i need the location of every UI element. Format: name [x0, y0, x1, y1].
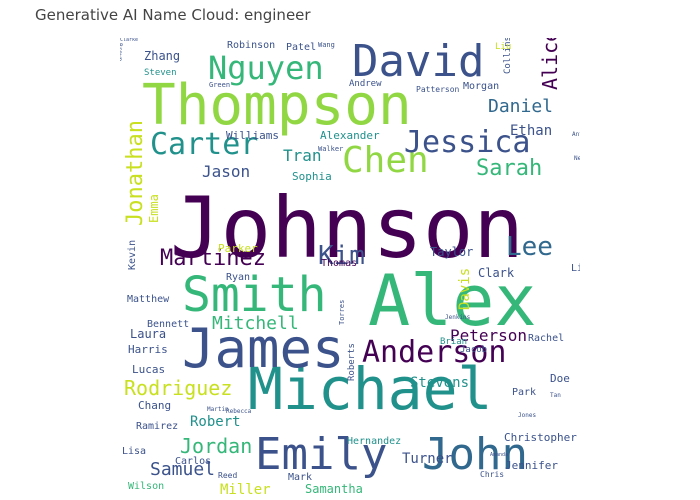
cloud-word: Thomas — [321, 258, 358, 269]
cloud-word: Liu — [495, 42, 512, 52]
cloud-word: Chen — [342, 140, 429, 181]
cloud-word: Matthew — [127, 294, 170, 305]
cloud-word: James — [182, 317, 345, 380]
cloud-word: Samantha — [305, 482, 363, 496]
cloud-word: Michael — [248, 355, 493, 423]
cloud-word: Chris — [480, 470, 505, 479]
cloud-word: Williams — [226, 129, 279, 142]
cloud-word: Jacob — [460, 345, 488, 355]
cloud-word: Christopher — [504, 431, 577, 444]
cloud-word: Kim — [318, 241, 365, 271]
cloud-word: Emily — [255, 429, 388, 480]
cloud-word: Jessica — [404, 125, 531, 160]
cloud-word: John — [422, 429, 528, 480]
cloud-word: Carlos — [175, 456, 212, 467]
cloud-word: Thompson — [142, 73, 412, 138]
cloud-word: Steven — [144, 68, 177, 78]
cloud-word: Ethan — [510, 123, 553, 139]
cloud-word: Robinson — [227, 40, 276, 51]
cloud-word: Patel — [286, 42, 317, 53]
cloud-word: Reed — [218, 471, 238, 480]
cloud-word: Morgan — [463, 81, 500, 92]
cloud-word: Parker — [218, 242, 258, 255]
cloud-word: Ramirez — [136, 421, 179, 432]
cloud-word: Martin — [207, 406, 229, 413]
cloud-word: Brian — [440, 337, 468, 347]
cloud-word: Lin — [571, 263, 580, 274]
cloud-word: Alice — [538, 38, 562, 90]
cloud-word: Walker — [318, 145, 344, 153]
cloud-word: Wilson — [128, 481, 165, 492]
cloud-word: Bennett — [147, 319, 190, 330]
cloud-word: Laura — [130, 327, 167, 341]
cloud-word: Patterson — [416, 85, 460, 94]
cloud-word: Robert — [190, 414, 241, 430]
cloud-word: Anderson — [362, 335, 507, 370]
cloud-word: Zhang — [144, 49, 181, 63]
cloud-word: Jonathan — [123, 120, 148, 226]
cloud-word: Roberts — [347, 343, 357, 381]
cloud-word: Andrew — [349, 79, 382, 89]
cloud-word: Jones — [518, 412, 537, 419]
cloud-word: Harris — [128, 343, 168, 356]
cloud-word: Jordan — [180, 434, 253, 458]
cloud-word: Doe — [550, 372, 570, 385]
cloud-word: Peterson — [450, 326, 528, 345]
cloud-word: Anthony — [572, 131, 580, 138]
cloud-word: Miller — [220, 482, 271, 498]
cloud-word: Park — [512, 387, 537, 398]
cloud-word: Lisa — [122, 446, 147, 457]
cloud-word: Johnson — [170, 179, 525, 277]
cloud-word: Carter — [150, 127, 259, 162]
cloud-word: Alexander — [320, 129, 380, 142]
cloud-word: Sophia — [292, 170, 332, 183]
cloud-word: Smith — [182, 267, 327, 323]
cloud-word: Ryan — [226, 272, 251, 283]
cloud-word: Clarke — [120, 38, 139, 43]
cloud-word: Davis — [457, 267, 473, 310]
cloud-word: Nelson — [574, 155, 580, 162]
cloud-word: Amanda — [490, 452, 509, 458]
cloud-word: Emma — [147, 194, 161, 223]
cloud-word: Tran — [283, 146, 322, 165]
cloud-word: Green — [209, 81, 231, 89]
cloud-word: Stevens — [410, 375, 470, 391]
page-title: Generative AI Name Cloud: engineer — [35, 6, 311, 24]
cloud-word: Hernandez — [347, 436, 402, 447]
cloud-word: Chang — [138, 399, 172, 412]
cloud-word: Samuel — [150, 459, 216, 480]
cloud-word: Lucas — [132, 363, 166, 376]
cloud-word: Turner — [402, 451, 453, 467]
cloud-word: Jason — [202, 162, 251, 181]
cloud-word: Jennifer — [505, 459, 558, 472]
cloud-word: Brown — [120, 43, 123, 62]
cloud-word: Nguyen — [208, 49, 324, 87]
cloud-word: Sarah — [476, 156, 543, 181]
cloud-word: Rodriguez — [124, 376, 233, 400]
cloud-word: David — [352, 38, 485, 87]
cloud-word: Wang — [318, 41, 335, 49]
cloud-word: Clark — [478, 266, 515, 280]
cloud-word: Rachel — [528, 333, 565, 344]
cloud-word: Rebecca — [226, 408, 252, 415]
cloud-word: Jenkins — [445, 314, 471, 321]
cloud-word: Alex — [368, 260, 537, 342]
cloud-word: Lee — [506, 232, 553, 262]
cloud-word: Kevin — [127, 239, 138, 270]
cloud-word: Daniel — [488, 96, 554, 117]
cloud-word: Mark — [288, 472, 313, 483]
cloud-word: Tan — [550, 392, 561, 399]
cloud-word: Martinez — [160, 246, 266, 271]
cloud-word: Mitchell — [212, 313, 299, 334]
cloud-word: Taylor — [430, 245, 474, 259]
word-cloud: Johnson Alex Thompson Michael James Smith Emil… — [120, 38, 580, 498]
cloud-word: Torres — [338, 299, 346, 325]
